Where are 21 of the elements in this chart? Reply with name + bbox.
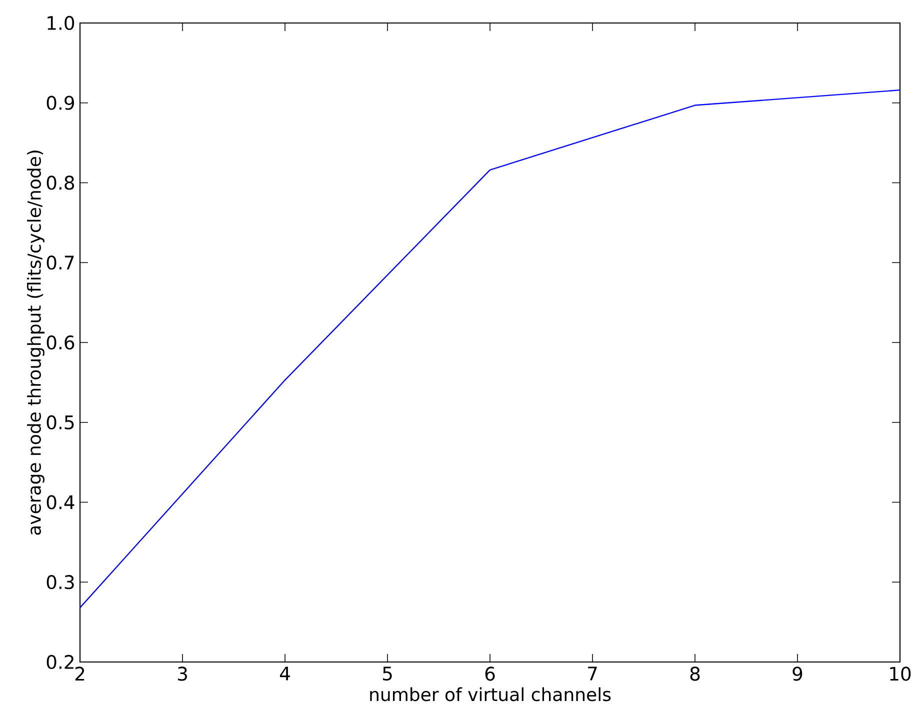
- y-tick-label: 0.3: [46, 575, 74, 590]
- x-axis-title: number of virtual channels: [370, 687, 611, 702]
- x-tick-label: 2: [75, 666, 84, 681]
- y-tick-label: 0.8: [46, 176, 74, 190]
- y-tick-label: 0.5: [46, 415, 74, 430]
- x-tick-label: 7: [588, 666, 597, 680]
- y-tick-label: 0.4: [46, 495, 74, 510]
- x-tick-label: 9: [792, 666, 802, 681]
- y-tick-label: 0.9: [46, 96, 74, 110]
- y-tick-label: 0.6: [46, 335, 74, 350]
- y-tick-label: 1.0: [48, 16, 74, 30]
- x-tick-label: 4: [280, 666, 290, 680]
- x-tick-label: 6: [485, 666, 495, 681]
- x-tick-label: 8: [690, 666, 700, 681]
- line-series: [80, 89, 900, 608]
- y-tick-label: 0.2: [46, 654, 74, 670]
- y-tick-label: 0.7: [46, 256, 74, 270]
- x-tick-label: 5: [383, 666, 392, 681]
- y-axis-title: average node throughput (flits/cycle/node): [27, 150, 44, 535]
- x-tick-label: 3: [178, 666, 187, 681]
- x-tick-label: 10: [890, 666, 911, 681]
